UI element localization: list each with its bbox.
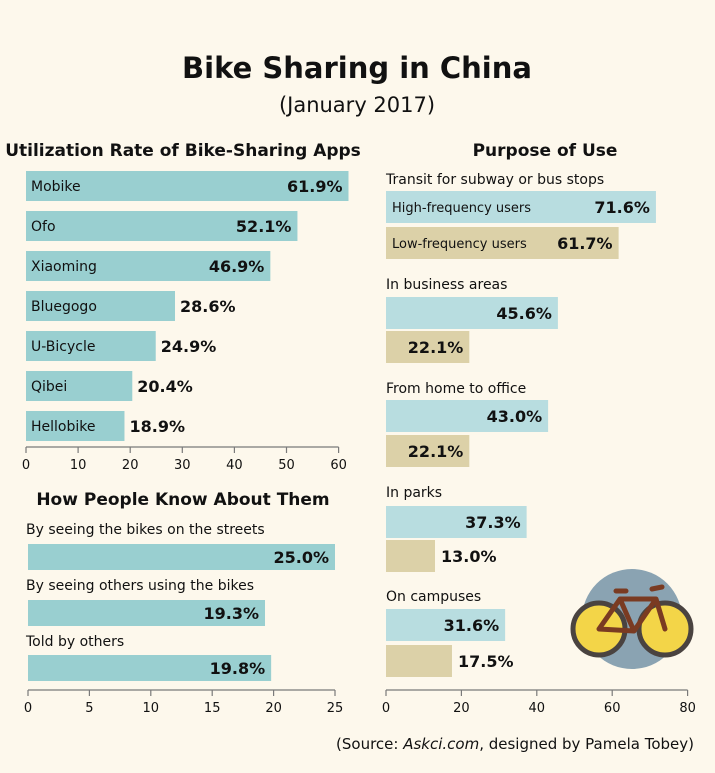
util-bar bbox=[26, 331, 156, 361]
purpose-high-bar bbox=[386, 191, 656, 223]
main-subtitle: (January 2017) bbox=[279, 93, 435, 117]
util-category-label: U-Bicycle bbox=[31, 339, 95, 355]
main-title: Bike Sharing in China bbox=[182, 51, 532, 85]
util-bar bbox=[26, 211, 298, 241]
know-tick-label: 10 bbox=[143, 701, 160, 716]
purpose-high-bar bbox=[386, 400, 549, 432]
util-tick-label: 50 bbox=[278, 458, 295, 473]
purpose-series-label-low: Low-frequency users bbox=[392, 237, 527, 252]
know-tick-label: 0 bbox=[24, 701, 32, 716]
purpose-low-value-label: 13.0% bbox=[441, 547, 497, 566]
purpose-high-bar bbox=[386, 297, 558, 329]
util-value-label: 52.1% bbox=[236, 217, 292, 236]
util-category-label: Qibei bbox=[31, 379, 67, 395]
util-value-label: 20.4% bbox=[137, 377, 193, 396]
util-bar bbox=[26, 251, 271, 281]
know-value-label: 19.3% bbox=[203, 604, 259, 623]
util-bar bbox=[26, 291, 176, 321]
know-tick-label: 25 bbox=[327, 701, 344, 716]
purpose-high-value-label: 37.3% bbox=[465, 513, 521, 532]
purpose-tick-label: 60 bbox=[604, 701, 621, 716]
know-value-label: 19.8% bbox=[210, 659, 266, 678]
util-bar bbox=[26, 411, 125, 441]
purpose-category-label: Transit for subway or bus stops bbox=[385, 172, 604, 188]
purpose-high-value-label: 71.6% bbox=[594, 198, 650, 217]
purpose-category-label: From home to office bbox=[386, 381, 526, 397]
know-value-label: 25.0% bbox=[273, 548, 329, 567]
know-tick-label: 20 bbox=[265, 701, 282, 716]
know-tick-label: 5 bbox=[85, 701, 93, 716]
util-bar bbox=[26, 371, 133, 401]
purpose-series-label-high: High-frequency users bbox=[392, 201, 531, 216]
util-value-label: 61.9% bbox=[287, 177, 343, 196]
purpose-category-label: In parks bbox=[386, 485, 442, 501]
purpose-low-bar bbox=[386, 227, 619, 259]
util-chart-title: Utilization Rate of Bike-Sharing Apps bbox=[5, 141, 361, 161]
source-suffix: , designed by Pamela Tobey) bbox=[479, 735, 694, 753]
purpose-category-label: On campuses bbox=[386, 589, 481, 605]
purpose-low-value-label: 22.1% bbox=[408, 442, 464, 461]
source-site: Askci.com bbox=[402, 735, 479, 753]
util-tick-label: 30 bbox=[174, 458, 191, 473]
purpose-high-value-label: 31.6% bbox=[444, 616, 500, 635]
know-chart-title: How People Know About Them bbox=[36, 490, 329, 510]
util-category-label: Bluegogo bbox=[31, 299, 97, 315]
purpose-tick-label: 40 bbox=[529, 701, 546, 716]
util-value-label: 24.9% bbox=[161, 337, 217, 356]
util-tick-label: 0 bbox=[22, 458, 30, 473]
purpose-high-bar bbox=[386, 506, 527, 538]
purpose-tick-label: 20 bbox=[453, 701, 470, 716]
utilization-chart: Mobike 61.9% Ofo 52.1% Xiaoming 46.9% Bluegogo… bbox=[22, 171, 349, 473]
util-tick-label: 40 bbox=[226, 458, 243, 473]
util-category-label: Ofo bbox=[31, 219, 56, 235]
purpose-low-value-label: 22.1% bbox=[408, 338, 464, 357]
purpose-high-value-label: 45.6% bbox=[496, 304, 552, 323]
util-value-label: 18.9% bbox=[129, 417, 185, 436]
source-prefix: (Source: bbox=[336, 735, 403, 753]
purpose-low-bar bbox=[386, 540, 436, 572]
util-tick-label: 10 bbox=[70, 458, 87, 473]
util-category-label: Mobike bbox=[31, 179, 81, 195]
know-bar bbox=[28, 544, 335, 570]
util-tick-label: 60 bbox=[330, 458, 347, 473]
util-value-label: 28.6% bbox=[180, 297, 236, 316]
awareness-chart: By seeing the bikes on the streets 25.0% B… bbox=[24, 522, 343, 716]
purpose-low-value-label: 61.7% bbox=[557, 234, 613, 253]
purpose-low-value-label: 17.5% bbox=[458, 652, 514, 671]
purpose-high-value-label: 43.0% bbox=[487, 407, 543, 426]
know-bar bbox=[28, 600, 266, 626]
purpose-tick-label: 0 bbox=[382, 701, 390, 716]
purpose-tick-label: 80 bbox=[679, 701, 696, 716]
util-category-label: Xiaoming bbox=[31, 259, 97, 275]
util-value-label: 46.9% bbox=[209, 257, 265, 276]
know-tick-label: 15 bbox=[204, 701, 221, 716]
source-note: (Source: Askci.com, designed by Pamela T… bbox=[336, 735, 694, 753]
purpose-high-bar bbox=[386, 609, 506, 641]
know-category-label: By seeing the bikes on the streets bbox=[26, 522, 265, 538]
purpose-low-bar bbox=[386, 645, 452, 677]
know-bar bbox=[28, 655, 272, 681]
util-bar bbox=[26, 171, 349, 201]
know-category-label: By seeing others using the bikes bbox=[26, 578, 254, 594]
purpose-chart-title: Purpose of Use bbox=[473, 141, 618, 161]
util-category-label: Hellobike bbox=[31, 419, 95, 435]
util-tick-label: 20 bbox=[122, 458, 139, 473]
purpose-low-bar bbox=[386, 331, 470, 363]
bicycle-icon bbox=[570, 569, 694, 669]
purpose-chart: Transit for subway or bus stops 71.6% 61.7… bbox=[382, 172, 696, 716]
purpose-category-label: In business areas bbox=[386, 277, 507, 293]
know-category-label: Told by others bbox=[25, 634, 124, 650]
purpose-low-bar bbox=[386, 435, 470, 467]
